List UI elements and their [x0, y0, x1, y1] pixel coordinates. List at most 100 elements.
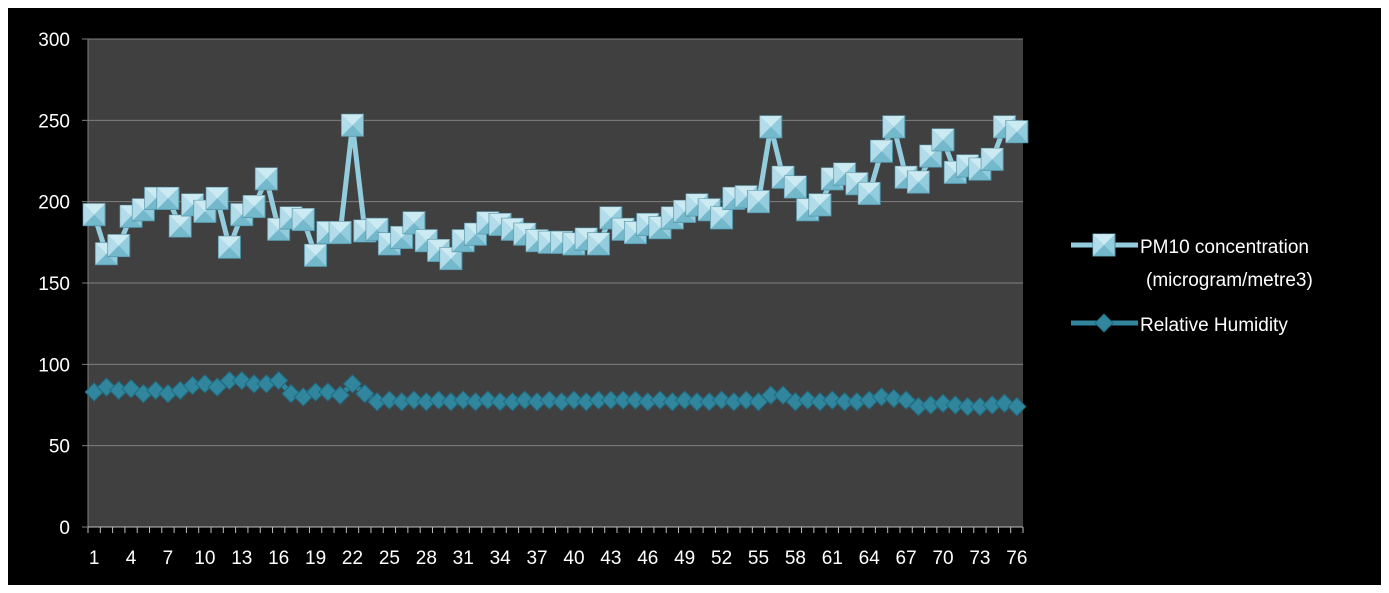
pm10-point	[217, 235, 241, 259]
y-tick-label: 200	[38, 193, 70, 214]
y-tick-label: 100	[38, 355, 70, 376]
legend-symbol-humidity	[1094, 313, 1114, 333]
pm10-point	[710, 206, 734, 230]
legend-label-pm10-line2: (microgram/metre3)	[1146, 270, 1313, 291]
pm10-point	[291, 208, 315, 232]
series-pm10	[82, 113, 1029, 271]
humidity-point	[884, 388, 904, 409]
axes	[82, 38, 1024, 533]
x-tick-label: 13	[231, 548, 252, 569]
pm10-point	[931, 128, 955, 152]
humidity-point	[736, 390, 756, 410]
pm10-point	[341, 113, 365, 137]
pm10-point	[759, 115, 783, 139]
pm10-point	[205, 186, 229, 210]
pm10-point	[107, 234, 131, 258]
x-tick-label: 52	[711, 548, 732, 569]
humidity-point	[797, 390, 818, 410]
x-tick-label: 22	[342, 548, 363, 569]
chart-area: 0 50 100 150 200 250 300 1 4 7 10 13 16 19 22 25 28 31 34…	[8, 8, 1381, 585]
y-tick-label: 250	[38, 111, 70, 132]
pm10-point	[402, 211, 426, 235]
humidity-point	[896, 390, 916, 410]
x-tick-label: 7	[163, 548, 174, 569]
x-tick-label: 19	[305, 548, 326, 569]
pm10-point	[427, 238, 451, 262]
humidity-point	[342, 374, 363, 394]
x-tick-label: 61	[822, 548, 843, 569]
pm10-point	[131, 198, 155, 222]
humidity-point	[404, 390, 424, 410]
humidity-point	[564, 390, 584, 410]
humidity-point	[207, 377, 227, 397]
humidity-point	[379, 390, 400, 410]
x-tick-label: 64	[859, 548, 881, 569]
humidity-point	[330, 385, 350, 405]
y-tick-label: 300	[38, 30, 70, 51]
humidity-point	[1007, 396, 1027, 417]
legend-label-pm10-line1: PM10 concentration	[1140, 237, 1309, 258]
pm10-point	[82, 203, 106, 227]
legend: PM10 concentration (microgram/metre3) Re…	[1071, 233, 1313, 336]
x-tick-label: 43	[600, 548, 621, 569]
legend-label-humidity: Relative Humidity	[1140, 315, 1288, 336]
humidity-point	[428, 390, 449, 410]
line-chart: 0 50 100 150 200 250 300 1 4 7 10 13 16 19 22 25 28 31 34…	[38, 30, 1313, 569]
pm10-point	[857, 182, 881, 206]
humidity-point	[268, 370, 289, 391]
humidity-point	[773, 385, 793, 405]
y-tick-label: 50	[49, 437, 70, 458]
humidity-point	[478, 390, 498, 410]
x-tick-label: 76	[1006, 548, 1027, 569]
legend-marker-pm10	[1071, 233, 1138, 257]
pm10-point	[328, 221, 352, 245]
pm10-point	[304, 243, 328, 267]
x-tick-label: 1	[89, 548, 100, 569]
humidity-point	[453, 390, 473, 410]
pm10-point	[906, 170, 930, 194]
pm10-point	[587, 232, 611, 256]
x-tick-label: 73	[969, 548, 990, 569]
x-tick-label: 67	[896, 548, 917, 569]
humidity-point	[933, 393, 953, 414]
x-tick-label: 16	[268, 548, 289, 569]
y-tick-label: 0	[59, 518, 70, 539]
y-axis-tick-labels: 0 50 100 150 200 250 300	[38, 30, 70, 539]
x-tick-label: 10	[194, 548, 215, 569]
x-tick-label: 49	[674, 548, 695, 569]
pm10-point	[882, 115, 906, 139]
x-tick-label: 55	[748, 548, 769, 569]
pm10-point	[156, 186, 180, 210]
pm10-point	[783, 175, 807, 199]
humidity-point	[355, 383, 375, 404]
humidity-point	[711, 390, 732, 410]
x-tick-label: 31	[453, 548, 474, 569]
pm10-point	[697, 198, 721, 222]
pm10-point	[870, 139, 894, 163]
humidity-point	[674, 390, 695, 410]
x-tick-label: 70	[932, 548, 953, 569]
series-layer	[82, 113, 1029, 417]
pm10-point	[242, 195, 266, 219]
humidity-point	[515, 390, 535, 410]
humidity-point	[539, 390, 560, 410]
humidity-point	[945, 395, 966, 415]
x-tick-label: 58	[785, 548, 806, 569]
series-humidity	[84, 370, 1027, 417]
humidity-point	[625, 390, 646, 410]
humidity-point	[748, 392, 769, 412]
x-tick-label: 4	[126, 548, 137, 569]
pm10-point	[746, 190, 770, 214]
x-tick-label: 40	[563, 548, 584, 569]
x-tick-label: 37	[526, 548, 547, 569]
legend-marker-humidity	[1071, 313, 1138, 333]
pm10-point	[168, 214, 192, 238]
x-tick-label: 34	[490, 548, 512, 569]
pm10-point	[254, 167, 278, 191]
y-tick-label: 150	[38, 274, 70, 295]
humidity-point	[871, 387, 892, 407]
x-tick-label: 46	[637, 548, 658, 569]
pm10-point	[439, 247, 463, 271]
legend-symbol-pm10	[1092, 233, 1116, 257]
